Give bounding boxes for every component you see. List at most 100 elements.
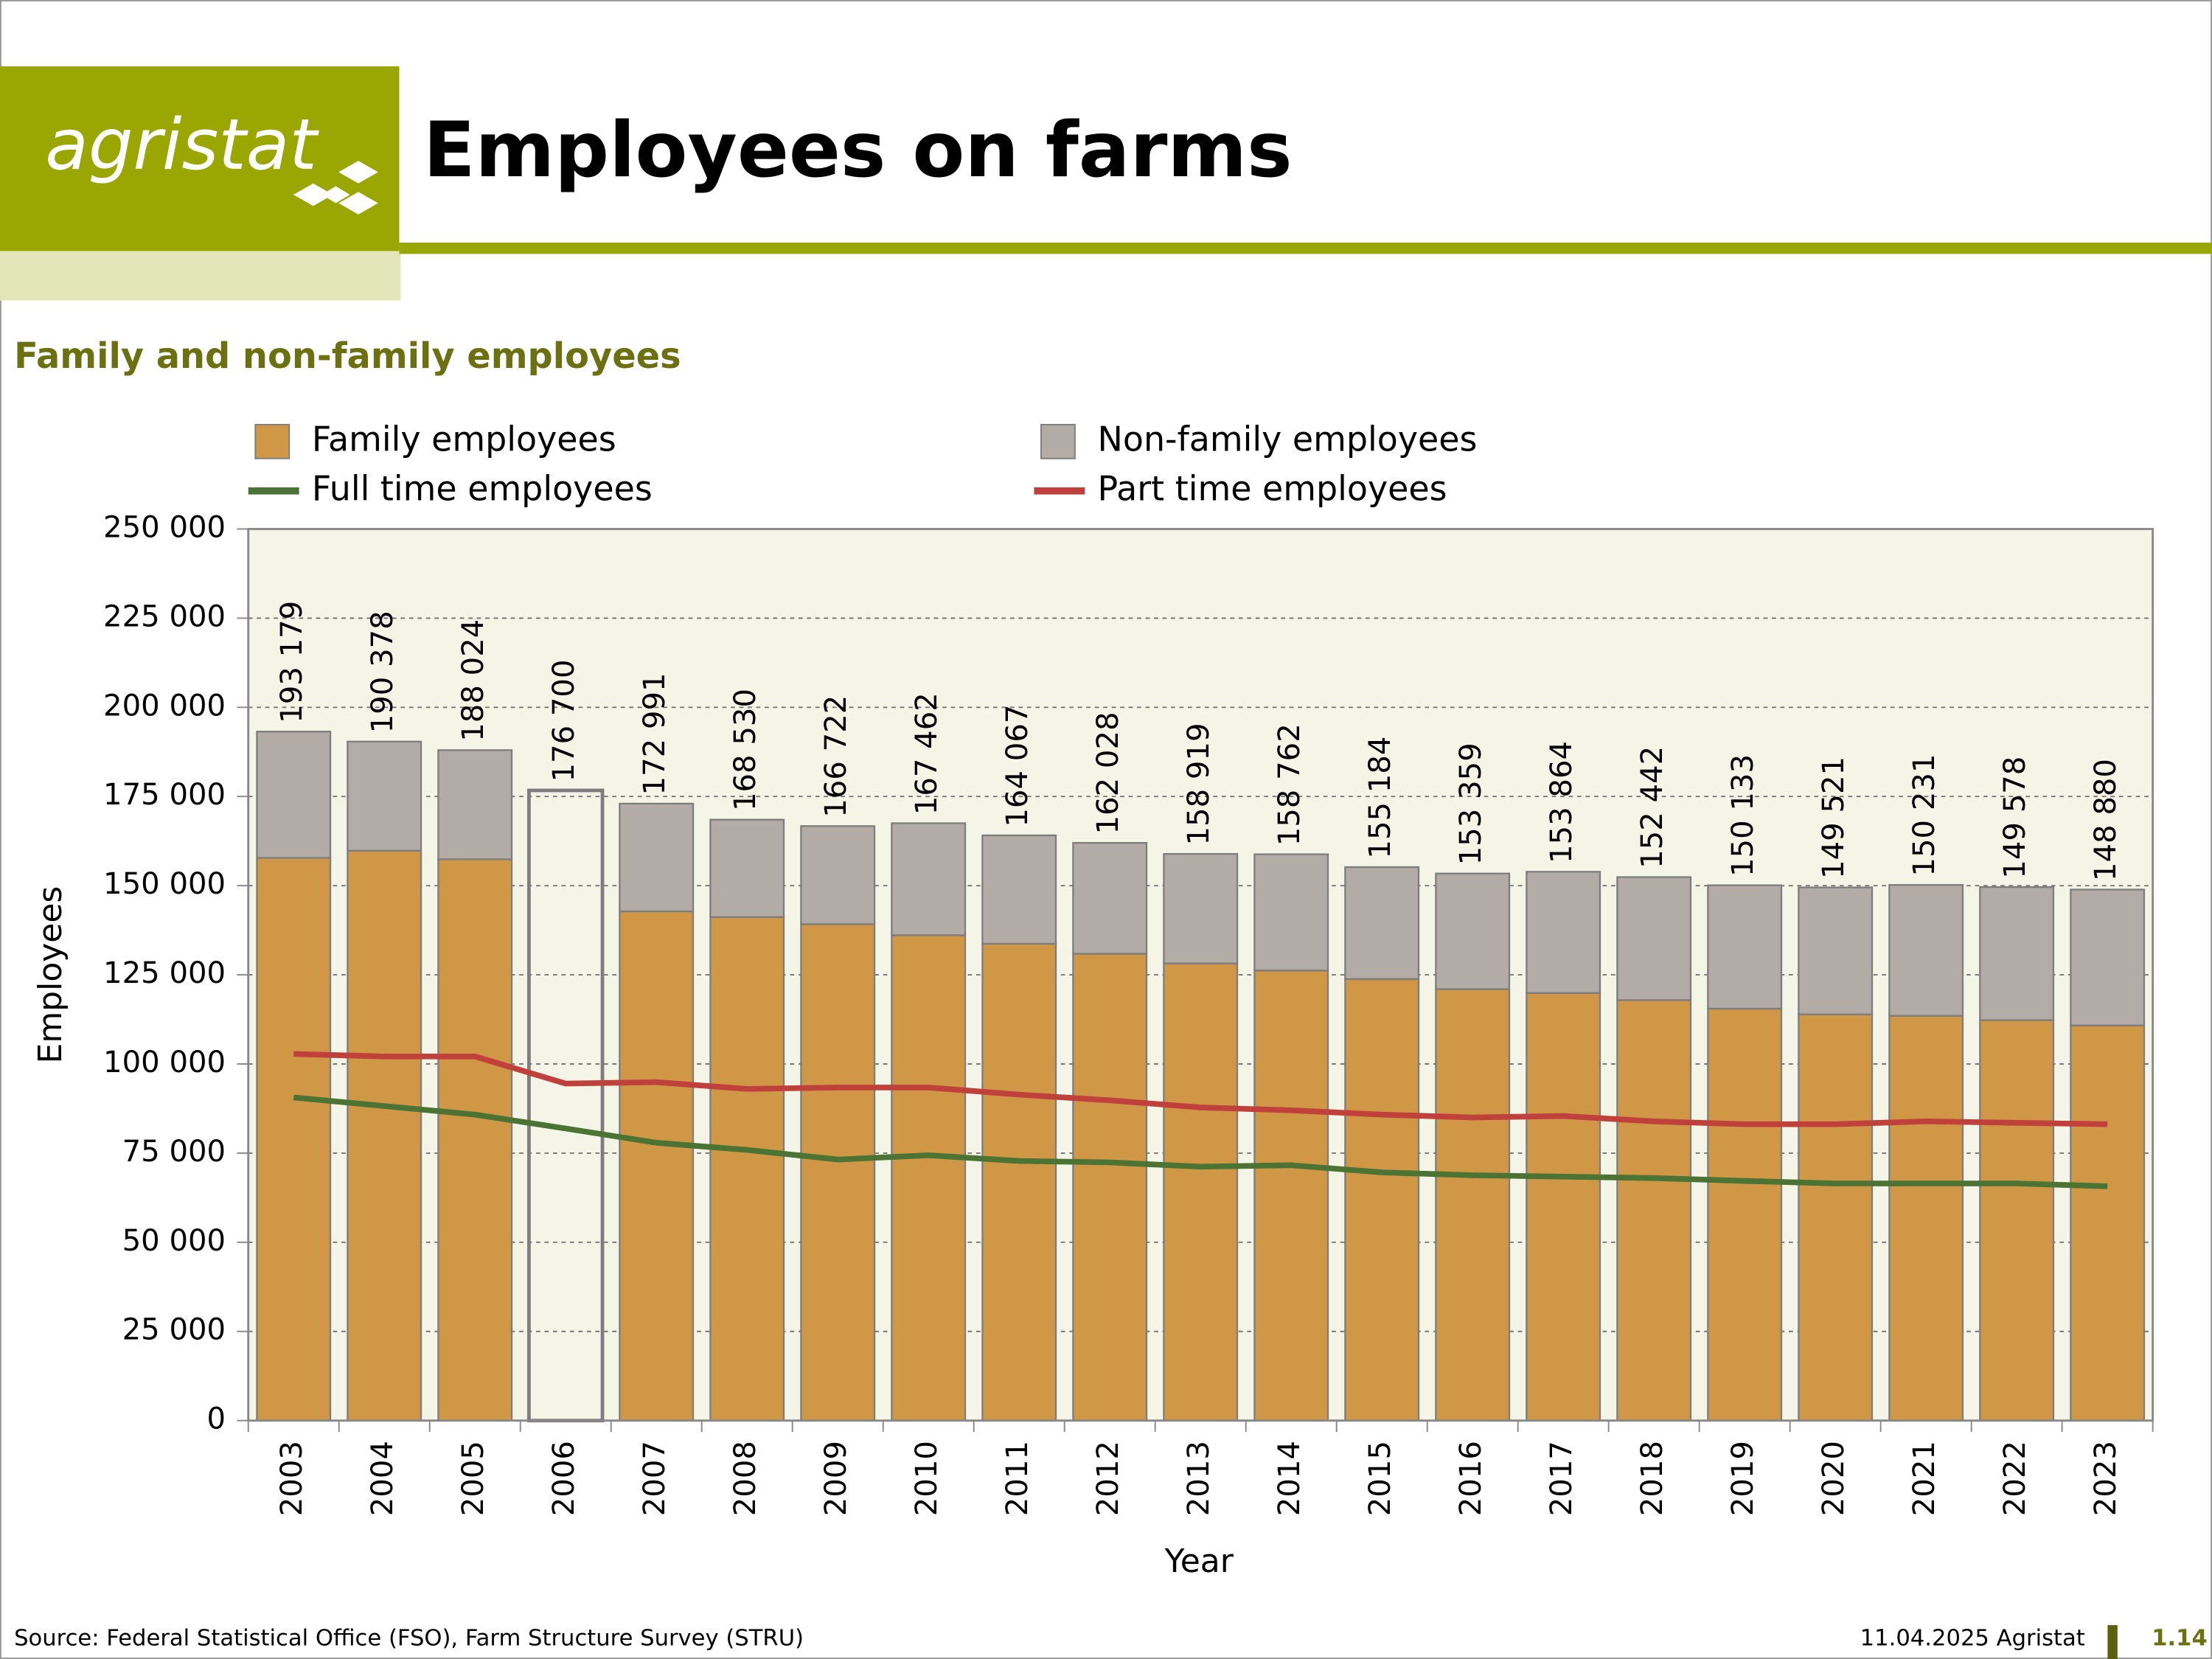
subtitle: Family and non-family employees xyxy=(14,336,681,377)
bar xyxy=(1979,1019,2055,1422)
bar xyxy=(619,802,695,913)
bar xyxy=(347,849,422,1422)
x-tick-label: 2007 xyxy=(638,1441,672,1516)
bar xyxy=(891,934,967,1422)
bar xyxy=(1435,872,1511,990)
data-label: 158 762 xyxy=(1273,723,1307,846)
x-tick-label: 2022 xyxy=(1998,1441,2032,1516)
x-tick-label: 2014 xyxy=(1273,1441,1307,1516)
x-tick-label: 2008 xyxy=(728,1441,762,1516)
x-tick-label: 2019 xyxy=(1726,1441,1760,1516)
bar xyxy=(1798,1013,1874,1422)
legend-swatch xyxy=(254,423,291,459)
bar xyxy=(800,825,876,925)
data-label: 164 067 xyxy=(1001,705,1034,827)
x-tick-label: 2010 xyxy=(910,1441,944,1516)
page-number: 1.14 xyxy=(2152,1626,2208,1652)
x-axis-title: Year xyxy=(1164,1543,1234,1580)
bar xyxy=(1072,841,1148,955)
x-tick-label: 2020 xyxy=(1817,1441,1851,1516)
page-marker xyxy=(2107,1625,2118,1659)
legend-label: Part time employees xyxy=(1098,468,1447,508)
bar xyxy=(1707,884,1783,1010)
x-tick-label: 2023 xyxy=(2089,1441,2123,1516)
x-tick-label: 2017 xyxy=(1545,1441,1579,1516)
x-tick-label: 2012 xyxy=(1091,1441,1125,1516)
x-tick-label: 2005 xyxy=(456,1441,490,1516)
data-label: 148 880 xyxy=(2089,759,2123,881)
x-tick-label: 2004 xyxy=(366,1441,400,1516)
data-label: 149 521 xyxy=(1817,757,1851,879)
bar xyxy=(256,731,332,859)
bar xyxy=(437,749,513,860)
data-label: 153 359 xyxy=(1454,742,1488,865)
source: Source: Federal Statistical Office (FSO)… xyxy=(14,1626,804,1652)
bar xyxy=(347,740,422,852)
bar xyxy=(1344,978,1420,1422)
x-tick-label: 2009 xyxy=(819,1441,853,1516)
y-tick-label: 225 000 xyxy=(103,599,226,633)
bar xyxy=(891,822,967,936)
legend-label: Family employees xyxy=(312,419,616,459)
bar xyxy=(1707,1007,1783,1422)
legend-swatch xyxy=(1040,423,1076,459)
y-tick-label: 0 xyxy=(207,1402,226,1436)
line xyxy=(293,1094,2108,1189)
bar xyxy=(256,857,332,1422)
line xyxy=(293,1051,2108,1127)
bar xyxy=(800,923,876,1422)
date: 11.04.2025 Agristat xyxy=(1860,1626,2085,1652)
data-label: 153 864 xyxy=(1545,741,1579,863)
bar xyxy=(1253,970,1329,1422)
data-label: 188 024 xyxy=(456,619,490,742)
data-label: 162 028 xyxy=(1091,712,1125,834)
data-label: 172 991 xyxy=(638,672,672,795)
bar xyxy=(1344,866,1420,981)
x-tick-label: 2013 xyxy=(1182,1441,1216,1516)
data-label: 167 462 xyxy=(910,692,944,815)
bar xyxy=(709,818,785,918)
title: Employees on farms xyxy=(423,106,1293,195)
bar xyxy=(1163,962,1239,1422)
data-label: 158 919 xyxy=(1182,723,1216,845)
bar xyxy=(619,910,695,1422)
plot-frame xyxy=(247,528,2154,1422)
y-tick-label: 75 000 xyxy=(122,1135,226,1169)
header-rule xyxy=(399,243,2212,254)
x-tick-label: 2021 xyxy=(1907,1441,1941,1516)
data-label: 152 442 xyxy=(1635,746,1669,869)
y-tick-label: 25 000 xyxy=(122,1313,226,1347)
x-tick-label: 2015 xyxy=(1363,1441,1397,1516)
bar xyxy=(1526,992,1601,1422)
legend-label: Full time employees xyxy=(312,468,653,508)
y-tick-label: 100 000 xyxy=(103,1046,226,1079)
y-tick-label: 125 000 xyxy=(103,956,226,990)
bar xyxy=(1798,886,1874,1015)
y-tick-label: 150 000 xyxy=(103,867,226,901)
data-label: 155 184 xyxy=(1363,737,1397,859)
bar xyxy=(981,834,1057,945)
x-tick-label: 2003 xyxy=(275,1441,309,1516)
bar xyxy=(437,858,513,1422)
y-tick-label: 200 000 xyxy=(103,689,226,723)
bar xyxy=(1888,1015,1964,1422)
data-label: 166 722 xyxy=(819,695,853,818)
bar xyxy=(1616,999,1692,1422)
y-tick-label: 250 000 xyxy=(103,510,226,544)
y-tick-label: 175 000 xyxy=(103,778,226,812)
y-axis-title: Employees xyxy=(32,886,69,1064)
data-label: 168 530 xyxy=(728,689,762,811)
x-tick-label: 2006 xyxy=(547,1441,581,1516)
data-label: 176 700 xyxy=(547,659,581,782)
logo-box xyxy=(0,66,400,251)
x-tick-label: 2011 xyxy=(1001,1441,1034,1516)
bar xyxy=(1526,871,1601,994)
bar xyxy=(1888,884,1964,1017)
bar xyxy=(981,942,1057,1422)
legend-label: Non-family employees xyxy=(1098,419,1478,459)
x-tick-label: 2018 xyxy=(1635,1441,1669,1516)
data-label: 150 133 xyxy=(1726,754,1760,877)
data-label: 190 378 xyxy=(366,611,400,733)
bar xyxy=(709,916,785,1422)
